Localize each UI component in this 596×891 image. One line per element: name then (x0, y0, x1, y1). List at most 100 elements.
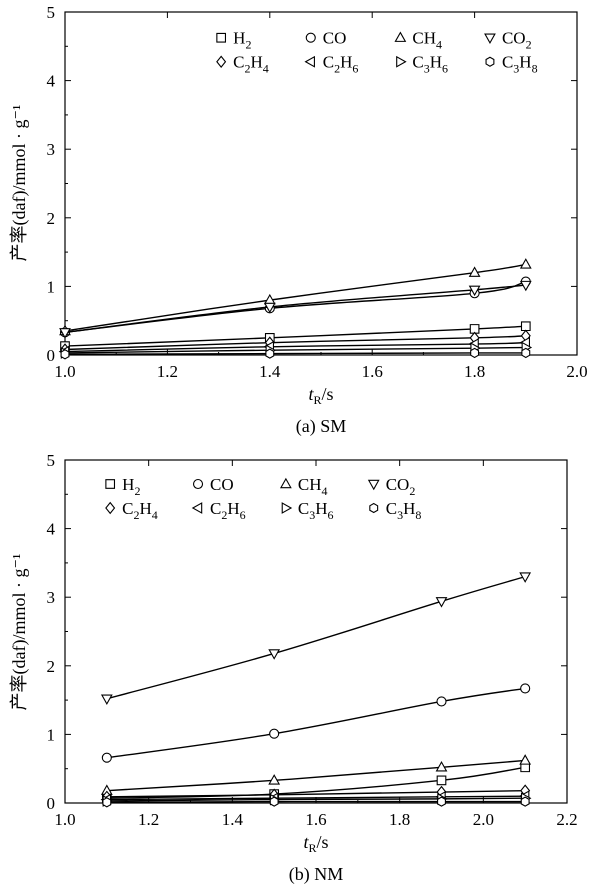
x-tick-label: 1.8 (389, 810, 410, 829)
legend-item: CH4 (394, 29, 442, 52)
data-point (520, 796, 530, 807)
y-tick-label: 2 (47, 209, 56, 228)
y-tick-label: 3 (47, 140, 56, 159)
y-tick-label: 1 (47, 277, 56, 296)
legend-item: C2H4 (216, 53, 269, 76)
x-axis-title: tR/s (308, 384, 333, 407)
legend-label: H2 (233, 29, 251, 52)
legend-item: C3H8 (369, 499, 422, 522)
data-point (436, 696, 447, 707)
data-point (269, 728, 280, 739)
x-tick-label: 1.6 (305, 810, 326, 829)
data-point (468, 285, 481, 297)
y-tick-label: 1 (47, 725, 56, 744)
legend-marker (216, 55, 227, 68)
y-tick-label: 4 (47, 520, 56, 539)
series-line (64, 263, 526, 332)
series-line (106, 575, 526, 700)
x-tick-label: 1.8 (464, 362, 485, 381)
x-tick-label: 1.4 (259, 362, 281, 381)
y-axis-title: 产率(daf)/mmol · g⁻¹ (9, 105, 30, 262)
x-axis-var: t (303, 832, 309, 852)
data-point (265, 348, 275, 359)
series-co (59, 276, 531, 338)
x-tick-label: 1.2 (157, 362, 178, 381)
legend-marker (367, 479, 380, 491)
legend-label: C3H6 (298, 499, 334, 522)
legend-marker (304, 55, 315, 68)
y-axis-title: 产率(daf)/mmol · g⁻¹ (9, 554, 30, 711)
series-line (106, 800, 526, 804)
data-point (521, 347, 531, 359)
data-point (470, 347, 480, 359)
data-point (468, 266, 481, 277)
x-tick-label: 1.0 (54, 362, 75, 381)
data-point (268, 774, 281, 785)
data-point (519, 258, 532, 269)
series-line (106, 789, 526, 798)
legend-item: CO (192, 475, 234, 494)
x-axis-sub: R (313, 393, 321, 407)
legend-item: H2 (216, 29, 251, 52)
legend-label: CO (323, 29, 347, 48)
x-axis-unit: /s (322, 384, 334, 404)
x-tick-label: 2.0 (473, 810, 494, 829)
series-line (64, 341, 526, 353)
data-point (520, 683, 531, 694)
legend-label: CH4 (298, 475, 328, 498)
legend-item: C2H4 (105, 499, 158, 522)
series-co (101, 683, 531, 763)
legend-item: C2H6 (304, 53, 358, 76)
chart-caption: (a) SM (296, 416, 347, 437)
legend-item: CH4 (279, 475, 328, 498)
y-tick-label: 0 (47, 346, 56, 365)
legend-marker (305, 32, 316, 43)
data-point (101, 752, 112, 763)
data-point (59, 328, 71, 339)
legend-marker (279, 477, 292, 489)
series-line (106, 759, 526, 792)
legend-label: C3H8 (502, 53, 538, 76)
legend-label: C3H8 (386, 499, 422, 522)
legend-label: C3H6 (412, 53, 448, 76)
data-point (520, 321, 531, 332)
x-axis-sub: R (308, 841, 316, 855)
series-line (106, 687, 526, 759)
series-c2h4 (59, 329, 531, 356)
data-point (437, 796, 446, 807)
series-co2 (59, 280, 532, 339)
series-line (106, 795, 526, 801)
legend-item: C2H6 (191, 499, 246, 522)
data-point (100, 694, 113, 706)
data-point (435, 597, 448, 608)
legend-label: C2H4 (233, 53, 269, 76)
chart-panel-sm: 1.0 1.2 1.4 1.6 1.8 2.0 0 1 2 3 4 5 H2 CO CH4 CO2 C2H4 C… (9, 3, 588, 437)
data-point (435, 761, 448, 772)
data-point (519, 572, 532, 583)
chart-caption: (b) NM (289, 864, 344, 885)
series-line (64, 284, 526, 334)
data-point (263, 302, 276, 314)
x-tick-label: 1.0 (54, 810, 75, 829)
series-line (64, 352, 526, 356)
x-axis-title: tR/s (303, 832, 328, 855)
data-point (469, 324, 480, 334)
legend: H2 CO CH4 CO2 C2H4 C2H6 C3H6 C3H8 (105, 475, 422, 522)
series-co2 (100, 572, 532, 706)
legend-label: CO (210, 475, 234, 494)
x-tick-label: 1.6 (362, 362, 383, 381)
y-tick-label: 4 (47, 72, 56, 91)
legend-item: C3H6 (396, 53, 448, 76)
legend-marker (394, 31, 407, 42)
series-line (64, 335, 526, 351)
series-c3h8 (102, 796, 530, 808)
axis-ticks: 1.0 1.2 1.4 1.6 1.8 2.0 0 1 2 3 4 5 (47, 3, 588, 381)
legend-item: CO2 (484, 29, 532, 52)
x-tick-label: 1.4 (222, 810, 244, 829)
data-point (268, 649, 281, 660)
y-tick-label: 2 (47, 657, 56, 676)
series-line (106, 797, 526, 802)
x-tick-label: 1.2 (138, 810, 159, 829)
series-ch4 (100, 754, 532, 795)
x-axis-var: t (308, 384, 314, 404)
